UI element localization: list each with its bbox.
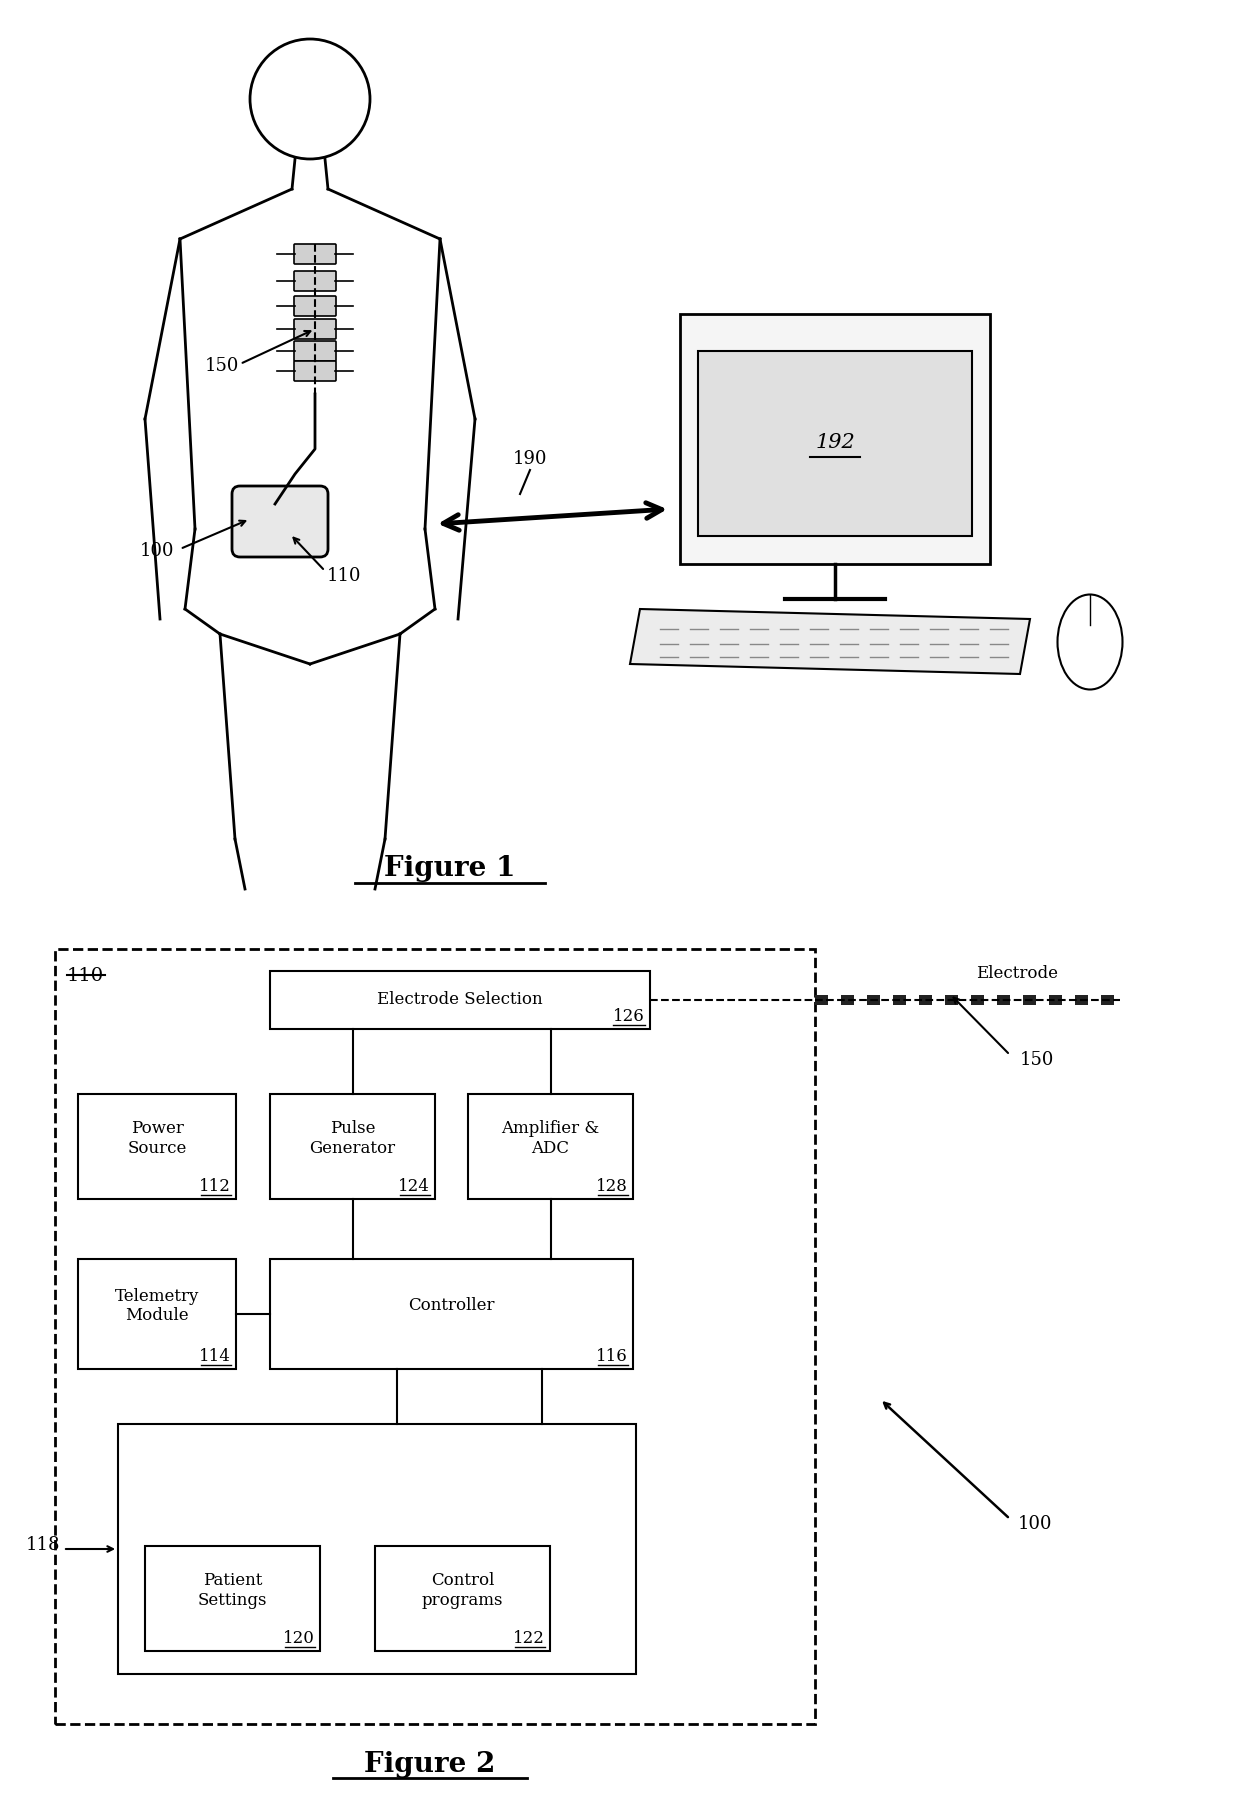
Bar	[893, 995, 906, 1006]
FancyBboxPatch shape	[294, 360, 336, 380]
Text: 112: 112	[200, 1179, 231, 1195]
Text: 110: 110	[67, 968, 104, 986]
Text: Electrode: Electrode	[977, 966, 1059, 982]
Text: 118: 118	[26, 1535, 60, 1553]
Bar	[971, 995, 985, 1006]
FancyBboxPatch shape	[294, 318, 336, 338]
Text: 150: 150	[1021, 1051, 1054, 1070]
Bar	[698, 351, 972, 537]
Bar	[815, 995, 828, 1006]
Text: Pulse
Generator: Pulse Generator	[310, 1121, 396, 1157]
Text: 114: 114	[200, 1348, 231, 1364]
Text: 192: 192	[815, 433, 854, 451]
Bar	[467, 1093, 632, 1199]
Bar	[118, 1424, 636, 1673]
Text: Power
Source: Power Source	[128, 1121, 187, 1157]
Bar	[270, 1093, 435, 1199]
Text: 100: 100	[140, 542, 175, 560]
Bar	[1049, 995, 1061, 1006]
FancyBboxPatch shape	[294, 340, 336, 360]
Polygon shape	[630, 609, 1030, 675]
Text: Electrode Selection: Electrode Selection	[377, 991, 543, 1008]
Text: 116: 116	[596, 1348, 627, 1364]
Bar	[270, 971, 650, 1030]
Text: Figure 1: Figure 1	[384, 855, 516, 882]
Text: Controller: Controller	[408, 1297, 495, 1315]
Bar	[1023, 995, 1035, 1006]
Text: Telemetry
Module: Telemetry Module	[115, 1288, 200, 1324]
Text: 190: 190	[513, 449, 547, 467]
Text: Figure 2: Figure 2	[365, 1750, 496, 1777]
Text: 128: 128	[596, 1179, 627, 1195]
Text: 120: 120	[283, 1630, 315, 1646]
Text: 124: 124	[398, 1179, 430, 1195]
Text: 122: 122	[513, 1630, 546, 1646]
FancyBboxPatch shape	[294, 271, 336, 291]
Text: Patient
Settings: Patient Settings	[197, 1572, 268, 1608]
Text: 110: 110	[327, 568, 362, 586]
Bar	[55, 950, 815, 1724]
Bar	[270, 1259, 632, 1370]
Bar	[919, 995, 932, 1006]
Bar	[997, 995, 1011, 1006]
FancyBboxPatch shape	[294, 296, 336, 317]
Bar	[78, 1259, 236, 1370]
FancyBboxPatch shape	[232, 486, 329, 557]
Bar	[841, 995, 854, 1006]
Bar	[78, 1093, 236, 1199]
Bar	[867, 995, 880, 1006]
Bar	[1075, 995, 1087, 1006]
Bar	[1101, 995, 1114, 1006]
Text: 100: 100	[1018, 1515, 1053, 1533]
Bar	[680, 315, 990, 564]
Text: 150: 150	[205, 357, 239, 375]
Text: Amplifier &
ADC: Amplifier & ADC	[501, 1121, 600, 1157]
Text: 126: 126	[614, 1008, 645, 1024]
Text: Control
programs: Control programs	[422, 1572, 503, 1608]
Bar	[945, 995, 959, 1006]
Bar	[145, 1546, 320, 1652]
FancyBboxPatch shape	[294, 244, 336, 264]
Bar	[374, 1546, 551, 1652]
